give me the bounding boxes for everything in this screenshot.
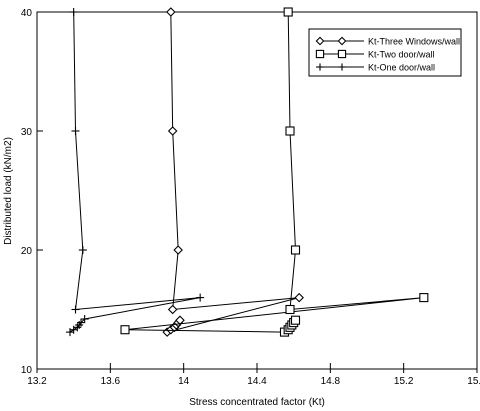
legend-label: Kt-Two door/wall (368, 50, 435, 60)
data-point-plus (196, 293, 205, 302)
x-tick-label: 14.4 (247, 376, 267, 387)
series-line (166, 11, 300, 333)
legend: Kt-Three Windows/wall Kt-Two door/wall Kt-… (308, 28, 462, 77)
data-point-diamond (167, 304, 178, 315)
data-point-plus (71, 305, 80, 314)
series-diamond (162, 7, 304, 337)
series-square (120, 7, 429, 337)
series-line (69, 11, 201, 333)
legend-label: Kt-Three Windows/wall (368, 37, 460, 47)
data-point-square (120, 325, 130, 335)
data-point-diamond (167, 126, 178, 136)
x-tick-label: 14.8 (321, 376, 341, 387)
data-point-diamond (337, 36, 347, 46)
data-point-square (290, 315, 301, 325)
data-point-diamond (173, 245, 183, 255)
legend-label: Kt-One door/wall (368, 63, 435, 73)
x-tick-label: 13.2 (27, 376, 47, 387)
axis-ticks: 13.2 13.6 14 14.4 14.8 15.2 15.6 10 20 30 40 (21, 8, 480, 387)
y-tick-label: 20 (21, 246, 33, 257)
data-point-diamond (166, 7, 176, 17)
data-point-square (285, 304, 295, 315)
legend-box (308, 28, 462, 77)
data-point-plus (69, 8, 78, 16)
data-point-plus (78, 246, 87, 254)
data-point-square (285, 126, 295, 136)
data-point-square (290, 245, 301, 255)
series-layer (66, 7, 429, 337)
x-tick-label: 14 (178, 376, 190, 387)
data-point-square (315, 49, 325, 59)
x-tick-label: 15.2 (394, 376, 414, 387)
data-point-plus (66, 328, 74, 337)
data-point-square (337, 49, 347, 59)
series-plus (66, 8, 205, 337)
data-point-plus (80, 315, 89, 324)
y-axis-label: Distributed load (kN/m2) (3, 137, 14, 245)
data-point-square (419, 293, 429, 303)
y-tick-label: 30 (21, 127, 33, 138)
data-point-diamond (315, 36, 325, 46)
y-tick-label: 40 (21, 8, 33, 19)
y-tick-label: 10 (21, 365, 33, 376)
x-tick-label: 13.6 (101, 376, 121, 387)
x-axis-label: Stress concentrated factor (Kt) (189, 397, 325, 408)
x-tick-label: 15.6 (467, 376, 480, 387)
data-point-diamond (294, 292, 304, 303)
data-point-plus (71, 127, 80, 135)
data-point-square (283, 7, 293, 17)
data-point-plus (338, 63, 346, 71)
data-point-plus (316, 63, 324, 71)
